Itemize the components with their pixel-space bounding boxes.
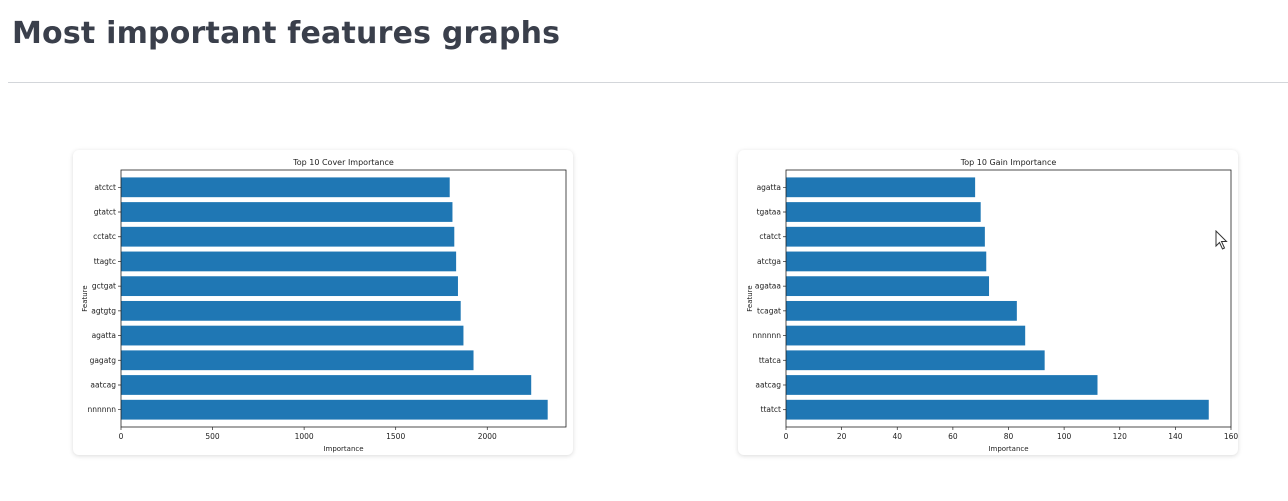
- x-tick-label: 100: [1057, 432, 1072, 441]
- bar-aatcag: [121, 375, 532, 395]
- x-axis-label: Importance: [988, 445, 1028, 453]
- page-title: Most important features graphs: [12, 16, 561, 51]
- x-tick-label: 2000: [478, 432, 497, 441]
- y-tick-label: gctgat: [92, 282, 116, 291]
- y-tick-label: nnnnnn: [87, 405, 116, 414]
- bar-ttatct: [786, 399, 1209, 420]
- chart-title: Top 10 Gain Importance: [960, 158, 1057, 167]
- x-tick-label: 1500: [386, 432, 405, 441]
- y-tick-label: tcagat: [757, 306, 781, 315]
- gain-importance-chart: Top 10 Gain Importance agatta tgataa ctatct…: [746, 158, 1238, 453]
- bar-cctatc: [121, 226, 455, 247]
- bar-tgataa: [786, 202, 981, 222]
- y-tick-label: agatta: [757, 183, 781, 192]
- x-tick-label: 40: [892, 432, 902, 441]
- y-tick-label: ttatct: [761, 405, 782, 414]
- title-divider: [8, 82, 1288, 83]
- bar-atctct: [121, 177, 450, 198]
- y-tick-label: nnnnnn: [752, 331, 781, 340]
- cover-importance-card: Top 10 Cover Importance atctct gtatct cctat…: [73, 150, 573, 455]
- x-tick-label: 80: [1004, 432, 1014, 441]
- y-tick-label: aatcag: [90, 380, 116, 389]
- y-tick-label: ctatct: [759, 232, 781, 241]
- y-tick-label: ttagtc: [94, 257, 116, 266]
- bar-ttatca: [786, 350, 1045, 371]
- mouse-cursor-icon: [1215, 230, 1228, 250]
- x-tick-label: 500: [205, 432, 220, 441]
- bar-nnnnnn: [786, 325, 1026, 346]
- bar-atctga: [786, 251, 987, 272]
- bar-aatcag: [786, 375, 1098, 395]
- y-tick-label: agtgtg: [91, 306, 116, 315]
- y-tick-label: ttatca: [759, 356, 781, 365]
- y-tick-label: agataa: [755, 282, 781, 291]
- x-tick-label: 0: [784, 432, 789, 441]
- bar-ctatct: [786, 226, 985, 247]
- bar-agtgtg: [121, 300, 461, 321]
- y-tick-label: agatta: [92, 331, 116, 340]
- y-tick-label: tgataa: [757, 208, 781, 217]
- x-tick-label: 120: [1113, 432, 1128, 441]
- x-tick-label: 1000: [295, 432, 314, 441]
- x-tick-label: 0: [119, 432, 124, 441]
- y-tick-label: gtatct: [94, 208, 116, 217]
- chart-title: Top 10 Cover Importance: [292, 158, 394, 167]
- x-axis-label: Importance: [323, 445, 363, 453]
- bar-gagatg: [121, 350, 474, 371]
- y-tick-label: atctct: [94, 183, 116, 192]
- y-axis-label: Feature: [746, 285, 754, 311]
- x-tick-label: 140: [1168, 432, 1183, 441]
- plot-frame: [120, 169, 567, 428]
- bar-agataa: [786, 276, 990, 297]
- y-axis-label: Feature: [81, 285, 89, 311]
- gain-importance-card: Top 10 Gain Importance agatta tgataa ctatct…: [738, 150, 1238, 455]
- x-tick-label: 60: [948, 432, 958, 441]
- bar-agatta: [786, 177, 976, 198]
- bar-nnnnnn: [121, 399, 548, 420]
- bar-ttagtc: [121, 251, 457, 272]
- cover-importance-chart: Top 10 Cover Importance atctct gtatct cctat…: [81, 158, 567, 453]
- bar-gctgat: [121, 276, 458, 297]
- y-tick-label: aatcag: [755, 380, 781, 389]
- bar-gtatct: [121, 202, 453, 222]
- y-tick-label: gagatg: [90, 356, 117, 365]
- bar-agatta: [121, 325, 464, 346]
- x-tick-label: 20: [837, 432, 847, 441]
- x-tick-label: 160: [1224, 432, 1238, 441]
- y-tick-label: atctga: [757, 257, 781, 266]
- bar-tcagat: [786, 300, 1017, 321]
- y-tick-label: cctatc: [93, 232, 116, 241]
